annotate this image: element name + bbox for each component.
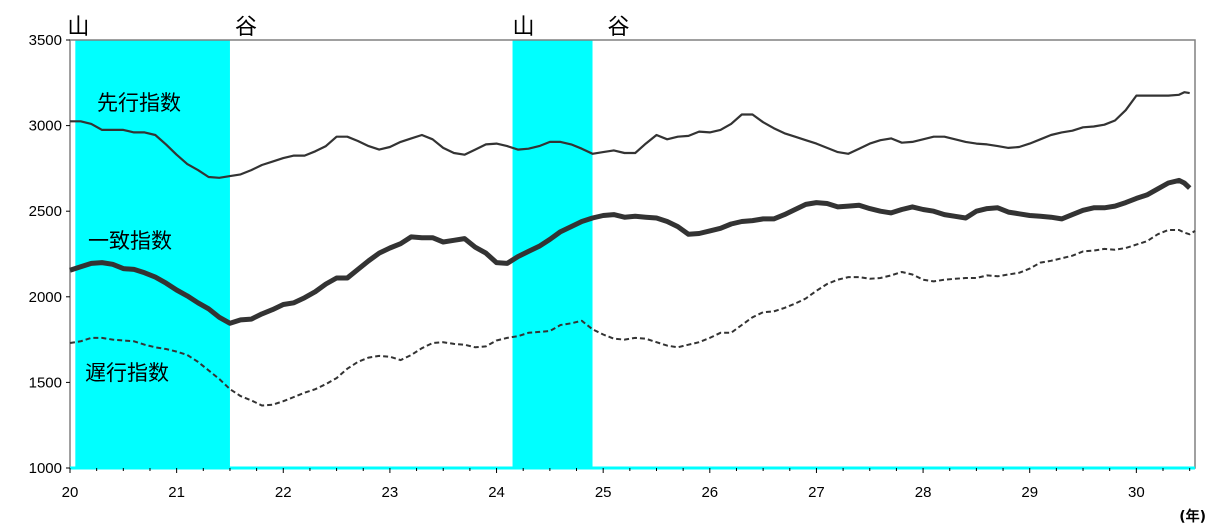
- x-tick-label-30: 30: [1128, 484, 1145, 501]
- x-tick-label-23: 23: [382, 484, 399, 501]
- x-tick-label-29: 29: [1021, 484, 1038, 501]
- trough-label-2: 谷: [608, 15, 630, 40]
- trough-label-1: 谷: [235, 15, 257, 40]
- x-tick-label-24: 24: [488, 484, 505, 501]
- x-axis: 20 21 22 23 24 25 26 27 28 29 30: [62, 468, 1191, 501]
- peak-label-2: 山: [513, 15, 535, 40]
- y-tick-label-2500: 2500: [29, 203, 62, 220]
- x-tick-label-21: 21: [168, 484, 185, 501]
- y-tick-label-3500: 3500: [29, 32, 62, 49]
- series-label-3: 遅行指数: [85, 361, 169, 385]
- x-tick-label-28: 28: [915, 484, 932, 501]
- peak-label-1: 山: [67, 15, 89, 40]
- y-tick-label-3000: 3000: [29, 118, 62, 135]
- recession-band-1: [75, 40, 230, 468]
- phase-labels: 山谷山谷: [67, 15, 629, 40]
- plot-frame: [69, 39, 1196, 469]
- series-lines: [69, 91, 1196, 407]
- x-tick-label-20: 20: [62, 484, 79, 501]
- recession-shading: [75, 40, 593, 468]
- y-axis: 1000 1500 2000 2500 3000 3500: [29, 32, 70, 477]
- series-label-2: 一致指数: [88, 229, 172, 253]
- x-axis-unit-label: (年): [1179, 508, 1206, 525]
- x-tick-label-22: 22: [275, 484, 292, 501]
- x-tick-label-27: 27: [808, 484, 825, 501]
- series-label-1: 先行指数: [97, 91, 181, 115]
- y-tick-label-1500: 1500: [29, 374, 62, 391]
- series-line-3: [69, 229, 1196, 407]
- x-tick-label-26: 26: [701, 484, 718, 501]
- y-tick-label-1000: 1000: [29, 460, 62, 477]
- series-line-2: [69, 177, 1192, 326]
- x-tick-label-25: 25: [595, 484, 612, 501]
- series-line-1: [70, 91, 1190, 179]
- y-tick-label-2000: 2000: [29, 289, 62, 306]
